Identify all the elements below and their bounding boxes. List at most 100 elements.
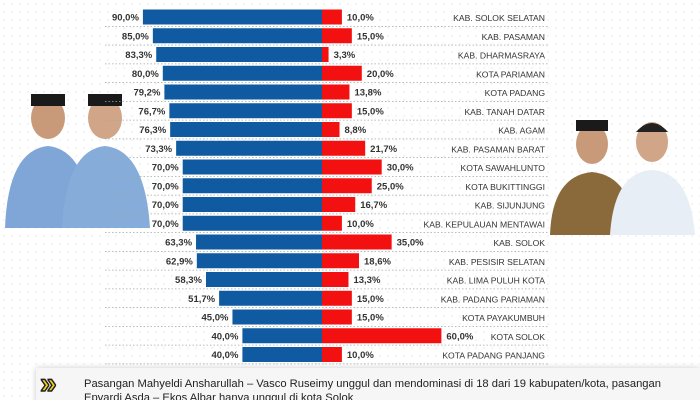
summary-line-1: Pasangan Mahyeldi Ansharullah – Vasco Ru… xyxy=(84,378,661,390)
summary-text: Pasangan Mahyeldi Ansharullah – Vasco Ru… xyxy=(84,377,661,400)
value-label-left: 83,3% xyxy=(125,50,152,61)
value-label-right: 10,0% xyxy=(347,350,374,361)
category-label: KOTA SAWAHLUNTO xyxy=(460,163,545,173)
category-label: KOTA PAYAKUMBUH xyxy=(462,313,545,323)
bar-right xyxy=(322,140,366,156)
value-label-left: 73,3% xyxy=(145,144,172,155)
bar-left xyxy=(170,122,322,137)
category-label: KAB. SOLOK SELATAN xyxy=(453,13,545,23)
value-label-left: 45,0% xyxy=(202,313,229,324)
value-label-right: 3,3% xyxy=(334,50,356,61)
value-label-right: 15,0% xyxy=(357,106,384,117)
category-label: KOTA SOLOK xyxy=(491,332,546,342)
value-label-right: 35,0% xyxy=(397,238,424,249)
bar-left xyxy=(182,215,322,231)
value-label-left: 63,3% xyxy=(165,238,192,249)
bar-left xyxy=(142,9,322,25)
category-label: KAB. KEPULAUAN MENTAWAI xyxy=(424,219,545,229)
bar-right xyxy=(322,290,352,306)
value-label-right: 15,0% xyxy=(357,294,384,305)
bar-right xyxy=(322,47,329,62)
bar-left xyxy=(232,309,322,325)
value-label-left: 79,2% xyxy=(133,88,160,99)
bar-right xyxy=(322,234,392,250)
bar-left xyxy=(182,159,322,175)
value-label-left: 62,9% xyxy=(166,256,193,267)
value-label-left: 80,0% xyxy=(132,69,159,80)
category-label: KOTA PARIAMAN xyxy=(476,69,545,79)
candidate-photo-left xyxy=(5,94,150,228)
value-label-left: 76,3% xyxy=(139,125,166,136)
value-label-left: 40,0% xyxy=(211,331,238,342)
category-label: KAB. PASAMAN BARAT xyxy=(451,144,546,154)
bar-right xyxy=(322,84,350,100)
category-label: KAB. SOLOK xyxy=(493,238,545,248)
value-label-left: 70,0% xyxy=(152,200,179,211)
value-label-right: 10,0% xyxy=(347,13,374,24)
category-label: KAB. LIMA PULUH KOTA xyxy=(447,276,545,286)
value-label-left: 70,0% xyxy=(152,219,179,230)
value-label-left: 51,7% xyxy=(188,294,215,305)
bar-left xyxy=(196,234,322,250)
bar-right xyxy=(322,178,372,194)
bar-right xyxy=(322,347,342,362)
bar-left xyxy=(182,197,322,212)
bar-right xyxy=(322,197,356,212)
category-label: KAB. PESISIR SELATAN xyxy=(449,257,545,267)
bar-left xyxy=(162,65,322,81)
value-label-right: 25,0% xyxy=(377,181,404,192)
bar-left xyxy=(205,272,322,287)
value-label-right: 18,6% xyxy=(364,256,391,267)
category-label: KOTA PADANG xyxy=(485,88,546,98)
bar-left xyxy=(242,347,322,362)
bar-right xyxy=(322,9,342,25)
category-label: KOTA PADANG PANJANG xyxy=(442,351,545,361)
category-label: KAB. PASAMAN xyxy=(482,32,545,42)
bar-left xyxy=(196,253,322,269)
value-label-right: 8,8% xyxy=(345,125,367,136)
bar-left xyxy=(219,290,322,306)
bar-left xyxy=(152,28,322,44)
bar-right xyxy=(322,309,352,325)
category-label: KAB. TANAH DATAR xyxy=(464,107,545,117)
bar-left xyxy=(156,47,322,62)
category-label: KAB. SIJUNJUNG xyxy=(475,201,546,211)
value-label-right: 15,0% xyxy=(357,313,384,324)
category-label: KAB. PADANG PARIAMAN xyxy=(441,294,545,304)
value-label-right: 30,0% xyxy=(387,163,414,174)
bar-left xyxy=(182,178,322,194)
category-label: KAB. DHARMASRAYA xyxy=(458,51,545,61)
summary-line-2: Epyardi Asda – Ekos Albar hanya unggul d… xyxy=(84,392,354,400)
value-label-right: 20,0% xyxy=(367,69,394,80)
value-label-left: 76,7% xyxy=(138,106,165,117)
candidate-photo-right xyxy=(550,120,695,235)
bar-right xyxy=(322,272,349,287)
bar-right xyxy=(322,328,442,344)
value-label-right: 13,3% xyxy=(353,275,380,286)
bar-left xyxy=(176,140,322,156)
value-label-right: 60,0% xyxy=(446,331,473,342)
bar-left xyxy=(242,328,322,344)
value-label-right: 15,0% xyxy=(357,31,384,42)
value-label-left: 90,0% xyxy=(112,13,139,24)
bar-right xyxy=(322,215,342,231)
bar-right xyxy=(322,65,362,81)
value-label-left: 70,0% xyxy=(152,181,179,192)
bar-right xyxy=(322,122,340,137)
value-label-right: 13,8% xyxy=(354,88,381,99)
bar-left xyxy=(169,103,322,119)
bar-left xyxy=(164,84,322,100)
value-label-left: 58,3% xyxy=(175,275,202,286)
value-label-left: 85,0% xyxy=(122,31,149,42)
value-label-right: 21,7% xyxy=(370,144,397,155)
double-chevron-right-icon: » xyxy=(39,367,57,400)
bar-right xyxy=(322,28,352,44)
category-label: KOTA BUKITTINGGI xyxy=(465,182,545,192)
category-label: KAB. AGAM xyxy=(498,126,545,136)
bar-right xyxy=(322,253,360,269)
value-label-left: 70,0% xyxy=(152,163,179,174)
value-label-left: 40,0% xyxy=(211,350,238,361)
bar-right xyxy=(322,103,352,119)
